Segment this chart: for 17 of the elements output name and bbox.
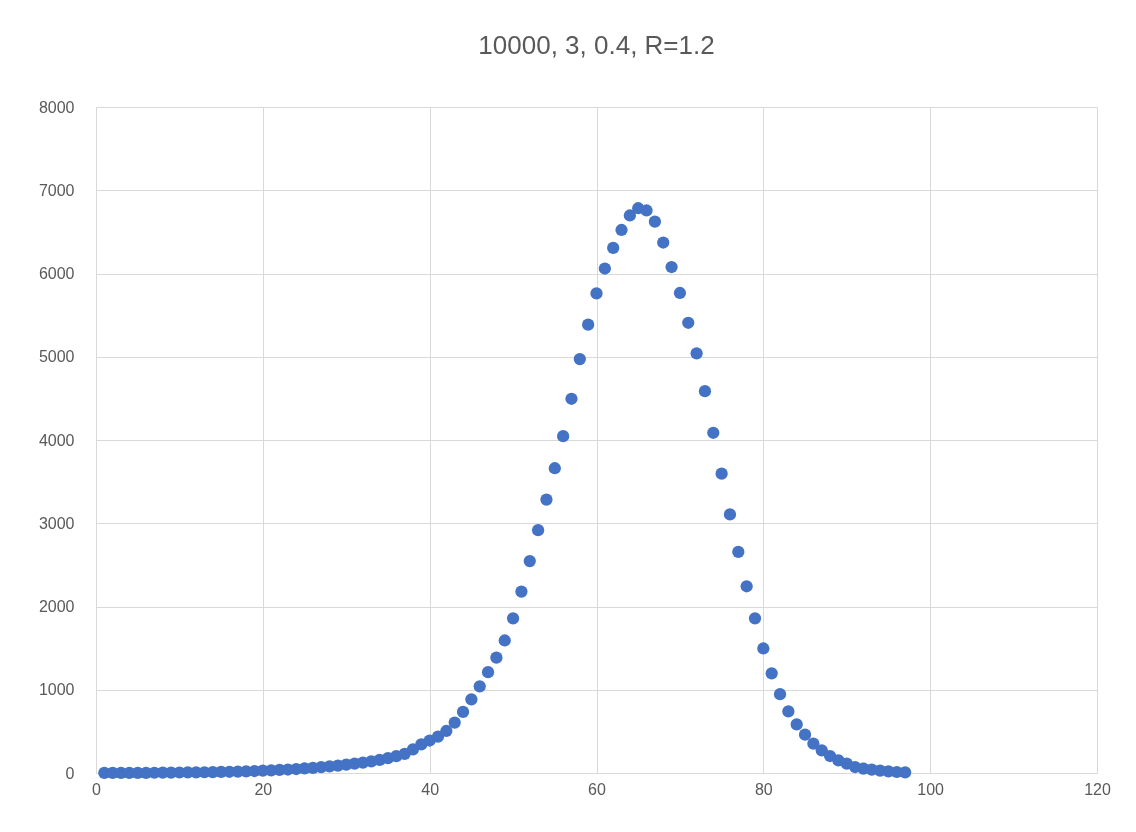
x-tick-label: 60 [588,780,606,798]
y-tick-label: 5000 [38,348,75,366]
y-tick-label: 3000 [38,514,75,532]
y-tick-label: 7000 [38,181,75,199]
y-tick-label: 1000 [38,681,75,699]
y-tick-label: 4000 [38,431,75,449]
x-tick-label: 40 [421,780,440,798]
x-tick-label: 20 [254,780,273,798]
chart-title: 10000, 3, 0.4, R=1.2 [478,30,715,60]
y-tick-label: 2000 [38,598,75,615]
x-tick-label: 120 [1084,780,1111,798]
y-tick-label: 8000 [38,98,75,116]
y-tick-label: 6000 [38,265,75,282]
x-tick-label: 80 [754,780,773,798]
x-tick-label: 0 [92,780,102,798]
y-tick-label: 0 [65,764,75,782]
x-tick-label: 100 [917,780,945,798]
